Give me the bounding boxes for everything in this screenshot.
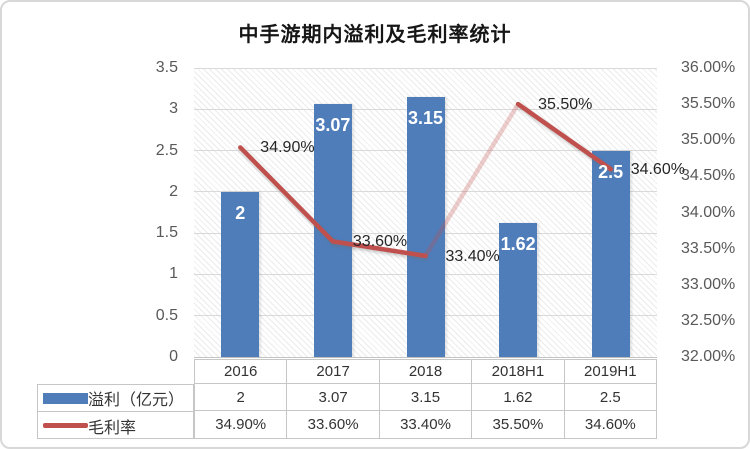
table-value-cell: 33.40% [380, 411, 473, 438]
right-axis-tick: 36.00% [681, 59, 736, 76]
line-data-label: 34.90% [260, 139, 315, 157]
bar-data-label: 1.62 [500, 234, 536, 255]
gridline [194, 67, 657, 69]
line-segment [423, 101, 521, 259]
x-axis-label-cell: 2017 [287, 360, 380, 383]
right-axis-tick: 34.00% [681, 203, 736, 221]
line-segment [238, 145, 336, 244]
left-axis-tick: 1 [169, 265, 178, 283]
line-data-label: 33.40% [445, 247, 500, 265]
right-axis-tick: 33.00% [681, 275, 736, 293]
table-value-cell: 35.50% [472, 411, 565, 438]
bar-data-label: 3.15 [407, 107, 444, 128]
table-value-cell: 3.07 [287, 384, 380, 410]
table-value-cell: 34.60% [584, 416, 636, 433]
legend-row-margin: 毛利率 [38, 412, 193, 439]
legend-label: 毛利率 [88, 419, 137, 437]
table-legend-column: 溢利（亿元） 毛利率 [37, 384, 194, 439]
x-axis-label-cell: 2016 [195, 360, 288, 383]
legend-row-profit: 溢利（亿元） [38, 385, 193, 412]
x-axis-label-cell: 2019H1 [584, 363, 637, 380]
left-axis-tick: 0 [169, 348, 178, 365]
table-value-cell: 33.60% [287, 411, 380, 438]
right-axis-tick: 35.50% [681, 95, 736, 113]
line-data-label: 33.60% [352, 233, 408, 251]
line-segment [330, 239, 428, 259]
line-data-label: 34.60% [630, 161, 685, 179]
gross-margin-line [238, 101, 613, 259]
bar-data-label: 2 [235, 202, 246, 223]
bar-2018 [406, 96, 445, 357]
margin-line-legend-swatch [43, 423, 88, 428]
bar-data-label: 3.07 [315, 114, 351, 135]
bar-2019H1 [591, 150, 630, 357]
bar-2018H1 [499, 223, 538, 357]
bar-data-label: 2.5 [598, 161, 624, 182]
table-value-cell: 34.90% [195, 411, 288, 438]
left-axis-tick: 1.5 [155, 224, 178, 242]
table-values-grid: 2 3.07 3.15 1.62 2.5 34.90% 33.60% 33.40% 35.50%… [194, 384, 657, 439]
left-axis-tick: 3.5 [155, 59, 178, 76]
legend-label: 溢利（亿元） [88, 392, 185, 409]
plot-area: 2 3.07 3.15 1.62 2.5 34.90% 33.60% 33.40% 35.50%… [194, 67, 685, 358]
left-axis-tick: 3 [169, 100, 178, 118]
right-axis-tick: 33.50% [681, 239, 736, 257]
table-value-cell: 1.62 [472, 384, 565, 410]
x-axis-label-cell: 2018H1 [472, 360, 565, 383]
table-value-row: 34.90% 33.60% 33.40% 35.50% 34.60% [195, 411, 656, 438]
right-axis-tick: 32.50% [681, 311, 736, 329]
right-axis-tick: 35.00% [681, 131, 736, 149]
left-axis-tick: 2 [169, 182, 178, 200]
table-value-cell: 2 [195, 384, 288, 410]
chart-title: 中手游期内溢利及毛利率统计 [238, 24, 512, 46]
right-axis-tick: 34.50% [681, 167, 736, 185]
x-axis-labels-row: 2016 2017 2018 2018H1 2019H1 [194, 359, 657, 384]
line-data-label: 35.50% [538, 96, 593, 114]
right-axis-tick: 32.00% [681, 348, 736, 365]
line-segment [515, 101, 613, 172]
gridline [194, 356, 657, 358]
table-value-cell: 3.15 [380, 384, 473, 410]
x-axis-label-cell: 2018 [380, 360, 473, 383]
table-value-row: 2 3.07 3.15 1.62 2.5 [195, 384, 656, 411]
table-value-cell: 2.5 [599, 388, 621, 406]
profit-bar-legend-swatch [43, 392, 88, 404]
bar-2016 [221, 191, 260, 357]
left-axis-tick: 2.5 [155, 141, 178, 159]
left-axis-tick: 0.5 [155, 306, 178, 324]
